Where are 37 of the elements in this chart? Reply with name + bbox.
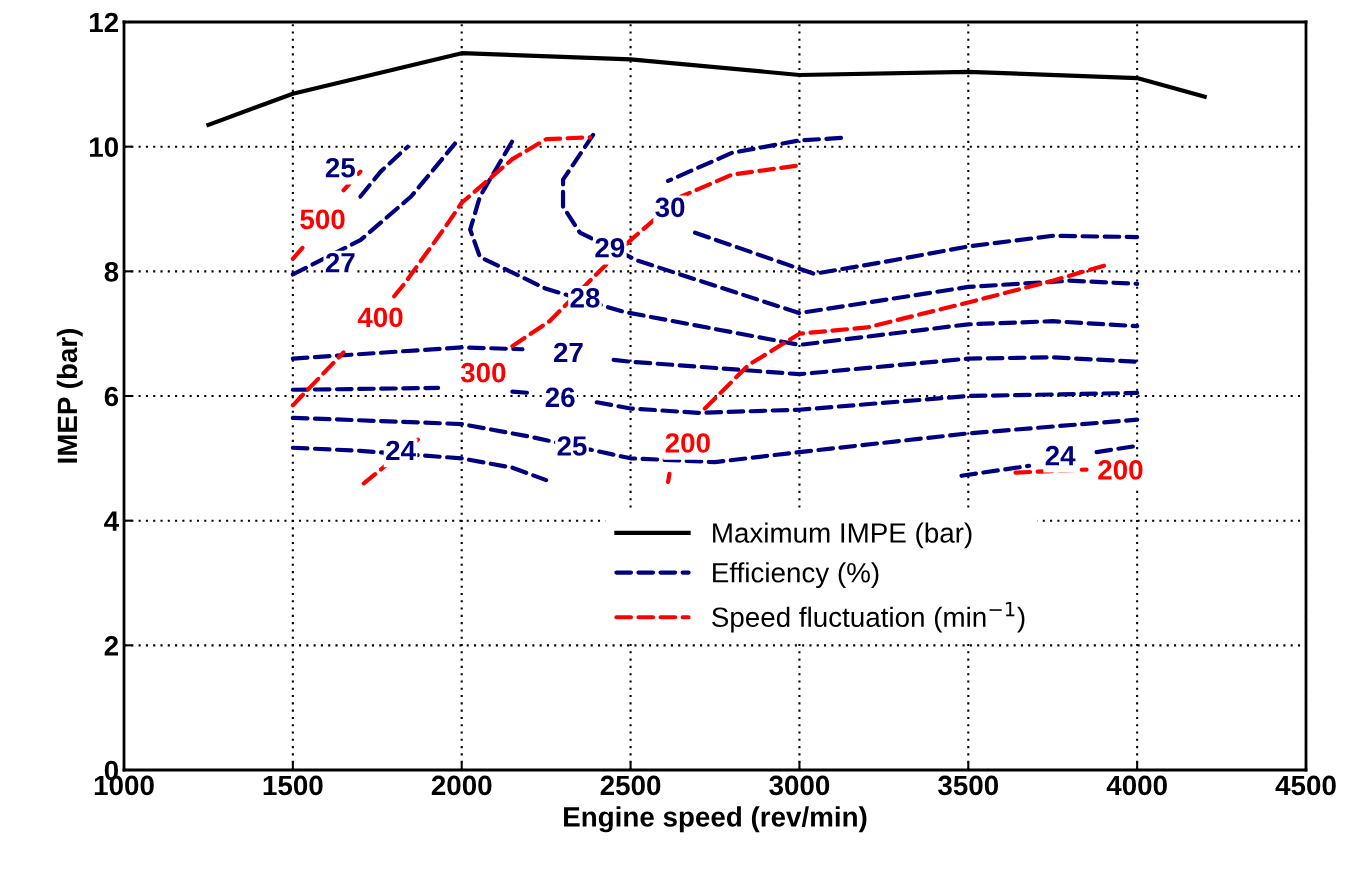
annotation: 25 (325, 157, 355, 178)
annotation: 24 (1045, 445, 1076, 466)
line-series (665, 135, 844, 184)
annotation: 500 (300, 209, 345, 230)
annotation: 30 (655, 197, 685, 218)
x-tick-label: 4500 (1275, 775, 1336, 796)
y-tick-label: 4 (104, 511, 119, 531)
legend-label: Speed fluctuation (min$^{−1}$) (712, 601, 1025, 633)
annotation: 25 (557, 436, 587, 456)
y-tick-label: 10 (89, 137, 118, 158)
annotation: 26 (545, 387, 575, 408)
annotation: 27 (325, 252, 355, 273)
annotation: 29 (595, 237, 625, 258)
annotation: 27 (553, 342, 583, 363)
x-axis-title: Engine speed (rev/min) (564, 806, 867, 833)
x-tick-label: 1500 (263, 775, 323, 796)
x-tick-label: 2500 (600, 775, 661, 796)
y-axis-title: IMEP (bar) (56, 328, 83, 463)
line-series (560, 132, 1140, 316)
y-tick-label: 6 (104, 386, 119, 407)
annotation: 200 (665, 433, 710, 453)
y-tick-label: 12 (89, 12, 119, 33)
annotation: 300 (460, 362, 506, 383)
legend-label: Efficiency (%) (713, 562, 879, 589)
annotation: 400 (357, 307, 403, 328)
y-tick-label: 8 (104, 262, 119, 282)
x-tick-label: 2000 (431, 775, 492, 796)
x-tick-label: 3500 (938, 775, 999, 796)
x-tick-label: 4000 (1106, 775, 1167, 796)
annotation: 24 (386, 440, 416, 461)
annotation: 28 (570, 288, 600, 308)
line-series (692, 230, 1140, 276)
legend-label: Maximum IMPE (bar) (713, 522, 972, 549)
annotation: 200 (1098, 460, 1143, 480)
x-tick-label: 3000 (769, 775, 830, 796)
y-tick-label: 2 (104, 636, 119, 656)
line-series (290, 141, 458, 277)
